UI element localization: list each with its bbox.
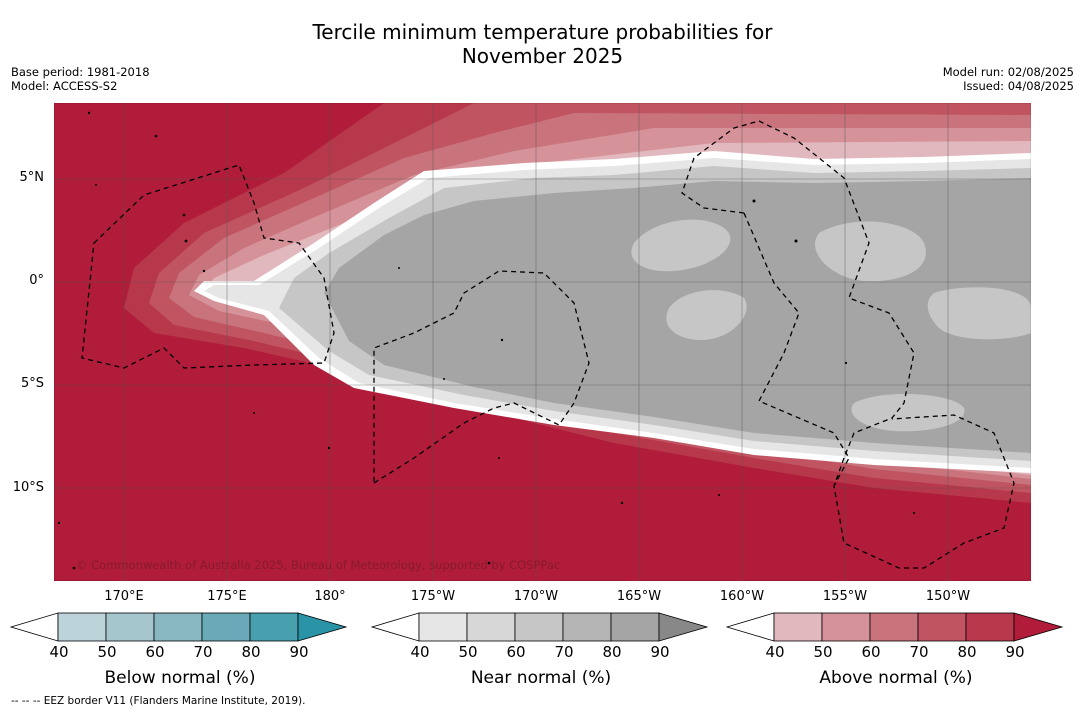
- lon-label-170w: 170°W: [513, 589, 559, 604]
- above-cbar-segment: [965, 612, 1015, 642]
- below-cbar-segment: [105, 612, 155, 642]
- above-cbar-extend-high: [1013, 612, 1064, 642]
- island-dots: [57, 111, 916, 570]
- near-cbar-extend-high: [658, 612, 709, 642]
- map-frame: [54, 103, 1031, 581]
- colorbar-below: [10, 612, 348, 642]
- cbar-above-tick: 50: [813, 643, 833, 661]
- lon-label-170e: 170°E: [104, 589, 144, 604]
- model-name: Model: ACCESS-S2: [11, 79, 118, 93]
- cbar-near-tick: 80: [602, 643, 622, 661]
- lon-label-165w: 165°W: [616, 589, 662, 604]
- gridlines: [54, 103, 1031, 581]
- cbar-below-tick: 40: [49, 643, 69, 661]
- cbar-above-tick: 60: [861, 643, 881, 661]
- lon-label-160w: 160°W: [719, 589, 765, 604]
- eez-border-phoenix: [681, 120, 850, 487]
- cbar-above-tick: 80: [957, 643, 977, 661]
- cbar-near-tick: 90: [650, 643, 670, 661]
- title-line-2: November 2025: [461, 44, 624, 68]
- near-normal-patch-3: [815, 221, 926, 282]
- lat-label-0: 0°: [29, 273, 44, 288]
- copyright-notice: © Commonwealth of Australia 2025, Bureau…: [76, 558, 561, 572]
- above-cbar-segment: [773, 612, 823, 642]
- cbar-near-tick: 60: [506, 643, 526, 661]
- cbar-near-tick: 50: [458, 643, 478, 661]
- below-cbar-segment: [249, 612, 299, 642]
- model-run: Model run: 02/08/2025: [942, 65, 1074, 79]
- lon-label-175w: 175°W: [410, 589, 456, 604]
- lon-label-180: 180°: [314, 589, 346, 604]
- above-cbar-extend-low: [726, 612, 775, 642]
- above-cbar-segment: [917, 612, 967, 642]
- cbar-near-tick: 40: [410, 643, 430, 661]
- issued-date: Issued: 04/08/2025: [963, 79, 1074, 93]
- below-cbar-extend-low: [10, 612, 59, 642]
- near-normal-patch-5: [851, 393, 965, 432]
- colorbar-below-label: Below normal (%): [104, 668, 256, 688]
- lat-label-10s: 10°S: [12, 480, 44, 495]
- eez-border-kiribati-gilberts: [81, 164, 335, 369]
- below-cbar-extend-high: [297, 612, 348, 642]
- colorbar-above: [726, 612, 1064, 642]
- chart-title: Tercile minimum temperature probabilitie…: [0, 20, 1085, 68]
- base-period: Base period: 1981-2018: [11, 65, 150, 79]
- cbar-below-tick: 80: [241, 643, 261, 661]
- lat-label-5s: 5°S: [20, 376, 44, 391]
- cbar-below-tick: 50: [97, 643, 117, 661]
- below-cbar-segment: [153, 612, 203, 642]
- cbar-below-tick: 70: [193, 643, 213, 661]
- eez-borders: [81, 120, 1015, 569]
- cbar-above-tick: 90: [1005, 643, 1025, 661]
- near-normal-patch-2: [666, 290, 747, 341]
- lon-label-175e: 175°E: [207, 589, 247, 604]
- cbar-below-tick: 60: [145, 643, 165, 661]
- near-cbar-segment: [466, 612, 516, 642]
- near-cbar-segment: [610, 612, 660, 642]
- cbar-above-tick: 70: [909, 643, 929, 661]
- below-cbar-segment: [201, 612, 251, 642]
- lat-label-5n: 5°N: [19, 170, 45, 185]
- meta-right: Model run: 02/08/2025 Issued: 04/08/2025: [943, 65, 1074, 93]
- near-normal-patch-1: [631, 219, 731, 272]
- lon-label-155w: 155°W: [822, 589, 868, 604]
- near-cbar-extend-low: [371, 612, 420, 642]
- eez-legend-note: -- -- -- EEZ border V11 (Flanders Marine…: [11, 695, 306, 707]
- cbar-below-tick: 90: [289, 643, 309, 661]
- cbar-above-tick: 40: [765, 643, 785, 661]
- colorbar-near: [371, 612, 709, 642]
- map-panel: [54, 103, 1031, 581]
- meta-left: Base period: 1981-2018 Model: ACCESS-S2: [11, 65, 150, 93]
- cbar-near-tick: 70: [554, 643, 574, 661]
- above-cbar-segment: [869, 612, 919, 642]
- near-cbar-segment: [514, 612, 564, 642]
- above-cbar-segment: [821, 612, 871, 642]
- colorbar-near-label: Near normal (%): [470, 668, 612, 688]
- title-line-1: Tercile minimum temperature probabilitie…: [312, 20, 773, 44]
- near-cbar-segment: [418, 612, 468, 642]
- colorbar-above-label: Above normal (%): [819, 668, 973, 688]
- below-cbar-segment: [57, 612, 107, 642]
- eez-border-howland-baker: [373, 270, 590, 485]
- lon-label-150w: 150°W: [925, 589, 971, 604]
- eez-border-line-islands: [758, 120, 1015, 569]
- near-cbar-segment: [562, 612, 612, 642]
- near-normal-patch-4: [927, 287, 1031, 340]
